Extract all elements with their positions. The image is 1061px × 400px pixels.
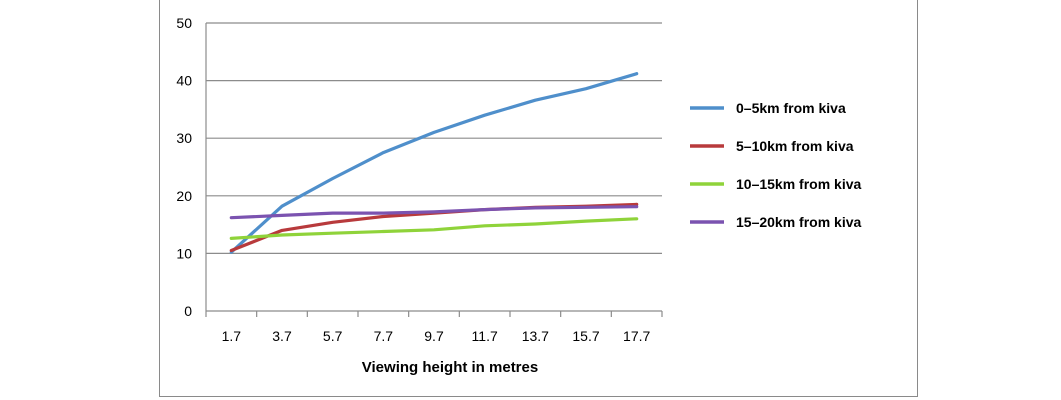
x-tick-label: 17.7 — [623, 328, 650, 344]
x-tick-label: 15.7 — [572, 328, 599, 344]
y-tick-label: 40 — [176, 73, 192, 89]
chart-frame — [159, 0, 918, 397]
x-tick-label: 3.7 — [272, 328, 292, 344]
y-tick-label: 20 — [176, 188, 192, 204]
legend-label-4: 15–20km from kiva — [736, 214, 862, 230]
series-lines — [229, 72, 639, 254]
x-tick-label: 9.7 — [424, 328, 444, 344]
legend-label-2: 5–10km from kiva — [736, 138, 854, 154]
series-line-4 — [229, 205, 639, 220]
y-tick-labels: 0 10 20 30 40 50 — [176, 15, 192, 319]
gridlines — [206, 22, 662, 254]
x-tick-label: 5.7 — [323, 328, 343, 344]
x-tick-label: 13.7 — [522, 328, 549, 344]
legend: 0–5km from kiva 5–10km from kiva 10–15km f… — [690, 100, 862, 230]
y-tick-label: 10 — [176, 245, 192, 261]
x-axis-title: Viewing height in metres — [362, 359, 538, 376]
x-tick-labels: 1.7 3.7 5.7 7.7 9.7 11.7 13.7 15.7 17.7 — [222, 328, 651, 344]
legend-label-3: 10–15km from kiva — [736, 176, 862, 192]
axes — [205, 23, 663, 317]
series-line-1 — [229, 72, 639, 254]
y-tick-label: 30 — [176, 130, 192, 146]
x-tick-label: 11.7 — [472, 328, 498, 344]
y-tick-label: 0 — [184, 303, 192, 319]
legend-label-1: 0–5km from kiva — [736, 100, 846, 116]
y-tick-label: 50 — [176, 15, 192, 31]
x-tick-label: 7.7 — [374, 328, 394, 344]
x-tick-label: 1.7 — [222, 328, 242, 344]
series-line-3 — [229, 217, 639, 240]
